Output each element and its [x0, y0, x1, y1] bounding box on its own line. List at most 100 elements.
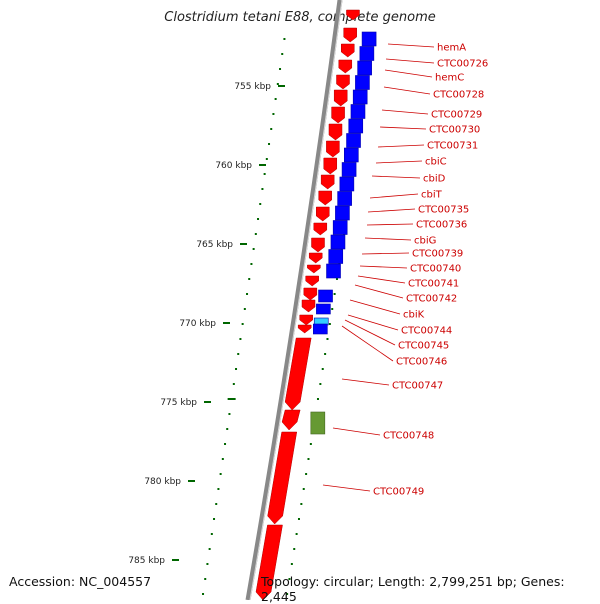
outer-tick: [250, 263, 253, 265]
inner-tick: [326, 338, 329, 340]
gene-label[interactable]: CTC00740: [410, 264, 461, 275]
gene-label[interactable]: hemC: [435, 73, 464, 84]
gene-arrow-forward[interactable]: [343, 27, 357, 43]
gene-arrow-forward[interactable]: [331, 106, 345, 124]
inner-tick: [328, 323, 331, 325]
leader-line: [354, 284, 404, 299]
gene-label[interactable]: CTC00730: [429, 125, 480, 136]
gene-label[interactable]: CTC00749: [373, 487, 424, 498]
gene-label[interactable]: CTC00728: [433, 90, 484, 101]
gene-block-small[interactable]: [313, 323, 328, 335]
gene-block-reverse[interactable]: [330, 234, 346, 250]
gene-arrow-forward[interactable]: [299, 314, 313, 326]
gene-arrow-forward[interactable]: [341, 43, 355, 58]
gene-arrow-forward[interactable]: [338, 59, 353, 74]
gene-block-reverse[interactable]: [332, 220, 348, 235]
gene-block-small[interactable]: [318, 289, 333, 303]
gene-arrow-forward-long[interactable]: [284, 337, 312, 411]
gene-arrow-forward[interactable]: [336, 74, 350, 90]
gene-block-small[interactable]: [316, 303, 331, 315]
outer-tick: [263, 173, 266, 175]
gene-arrow-forward[interactable]: [311, 237, 325, 253]
gene-block-reverse[interactable]: [335, 205, 350, 221]
gene-label[interactable]: CTC00736: [416, 220, 467, 231]
scale-major-tick: [188, 480, 195, 482]
gene-block-reverse[interactable]: [350, 104, 366, 119]
inner-tick: [316, 398, 319, 400]
accession-text: Accession: NC_004557: [9, 574, 152, 589]
outer-tick: [265, 158, 268, 160]
gene-arrow-forward[interactable]: [333, 89, 348, 107]
inner-tick: [331, 308, 334, 310]
gene-label[interactable]: cbiC: [425, 157, 447, 168]
gene-arrow-forward[interactable]: [307, 264, 321, 274]
gene-block-reverse[interactable]: [341, 162, 357, 177]
inner-tick: [335, 278, 338, 280]
gene-arrow-forward-long[interactable]: [281, 409, 301, 431]
gene-labels[interactable]: hemA CTC00726 hemC CTC00728 CTC00729 CTC00730…: [373, 43, 488, 498]
gene-arrow-forward[interactable]: [320, 174, 335, 190]
gene-label[interactable]: CTC00731: [427, 141, 478, 152]
outer-tick: [210, 533, 213, 535]
leader-line: [366, 223, 414, 226]
gene-block-reverse[interactable]: [344, 147, 359, 163]
gene-arrow-forward[interactable]: [313, 222, 328, 236]
gene-label[interactable]: CTC00735: [418, 205, 469, 216]
gene-arrow-forward[interactable]: [301, 299, 316, 313]
gene-label[interactable]: CTC00741: [408, 279, 459, 290]
gene-label[interactable]: cbiG: [414, 236, 436, 247]
label-leaders: [322, 43, 435, 492]
outer-tick: [215, 503, 218, 505]
gene-block-other[interactable]: [310, 411, 326, 435]
leader-line: [383, 86, 431, 95]
gene-label[interactable]: CTC00745: [398, 341, 449, 352]
gene-arrow-forward[interactable]: [297, 324, 312, 334]
gene-label[interactable]: CTC00739: [412, 249, 463, 260]
gene-arrow-forward-long[interactable]: [267, 431, 298, 525]
gene-arrow-forward[interactable]: [308, 252, 323, 264]
scale-label: 765 kbp: [196, 240, 233, 250]
outer-tick: [232, 383, 235, 385]
gene-arrow-forward[interactable]: [305, 275, 319, 287]
gene-block-reverse[interactable]: [355, 75, 370, 90]
scale-major-tick: [172, 559, 179, 561]
outer-tick: [259, 203, 262, 205]
gene-block-reverse[interactable]: [348, 118, 364, 134]
gene-arrow-forward[interactable]: [316, 206, 330, 222]
gene-block-reverse[interactable]: [361, 31, 377, 47]
scale-label: 755 kbp: [234, 82, 271, 92]
gene-label[interactable]: CTC00748: [383, 431, 434, 442]
gene-arrow-forward-long[interactable]: [255, 524, 283, 600]
gene-label[interactable]: hemA: [437, 43, 466, 54]
gene-block-reverse[interactable]: [339, 176, 355, 192]
gene-block-reverse[interactable]: [359, 46, 375, 61]
gene-block-reverse[interactable]: [357, 60, 372, 76]
gene-label[interactable]: CTC00742: [406, 294, 457, 305]
gene-label[interactable]: cbiD: [423, 174, 446, 185]
outer-tick: [204, 578, 207, 580]
gene-label[interactable]: cbiT: [421, 190, 443, 201]
gene-arrow-forward[interactable]: [328, 123, 343, 141]
gene-label[interactable]: CTC00729: [431, 110, 482, 121]
gene-arrow-forward[interactable]: [323, 157, 338, 175]
gene-arrow-forward[interactable]: [346, 9, 360, 21]
gene-block-reverse[interactable]: [326, 263, 341, 279]
gene-label[interactable]: CTC00726: [437, 59, 488, 70]
gene-block-reverse[interactable]: [346, 133, 361, 148]
gene-arrow-forward[interactable]: [326, 140, 340, 158]
gene-label[interactable]: CTC00747: [392, 381, 443, 392]
inner-tick: [300, 503, 303, 505]
gene-features[interactable]: [255, 9, 377, 600]
gene-label[interactable]: CTC00746: [396, 357, 447, 368]
gene-arrow-forward[interactable]: [318, 190, 332, 206]
gene-arrow-forward[interactable]: [303, 287, 318, 301]
gene-label[interactable]: CTC00744: [401, 326, 452, 337]
gene-block-reverse[interactable]: [328, 249, 344, 264]
outer-tick: [243, 308, 246, 310]
gene-label[interactable]: cbiK: [403, 310, 425, 321]
gene-block-reverse[interactable]: [337, 191, 352, 206]
leader-line: [375, 160, 423, 164]
gene-block-reverse[interactable]: [352, 89, 368, 105]
scale-ticks: [202, 38, 376, 595]
